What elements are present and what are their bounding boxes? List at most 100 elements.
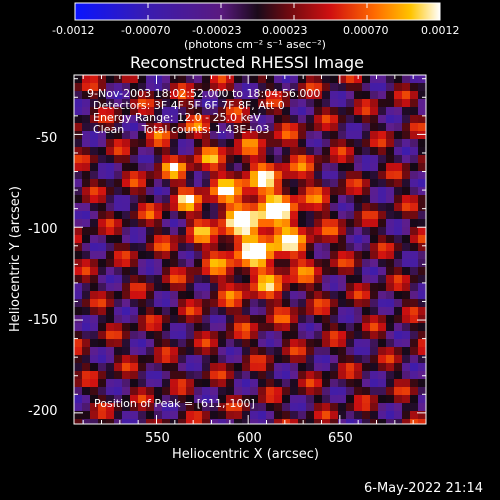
- image-pixel: [258, 275, 266, 283]
- image-pixel: [402, 259, 410, 267]
- image-pixel: [162, 315, 170, 323]
- image-pixel: [258, 115, 266, 123]
- image-pixel: [194, 115, 202, 123]
- image-pixel: [266, 363, 274, 371]
- image-pixel: [202, 155, 210, 163]
- image-pixel: [146, 347, 154, 355]
- image-pixel: [330, 419, 338, 424]
- image-pixel: [130, 323, 138, 331]
- image-pixel: [202, 115, 210, 123]
- image-pixel: [170, 411, 178, 419]
- image-pixel: [138, 115, 146, 123]
- image-pixel: [298, 259, 306, 267]
- image-pixel: [218, 323, 226, 331]
- image-pixel: [242, 227, 250, 235]
- image-pixel: [82, 299, 90, 307]
- image-pixel: [218, 419, 226, 424]
- image-pixel: [98, 163, 106, 171]
- image-pixel: [234, 387, 242, 395]
- image-pixel: [266, 403, 274, 411]
- image-pixel: [362, 219, 370, 227]
- image-pixel: [386, 395, 394, 403]
- image-pixel: [274, 91, 282, 99]
- image-pixel: [394, 187, 402, 195]
- image-pixel: [274, 115, 282, 123]
- image-pixel: [114, 219, 122, 227]
- image-pixel: [138, 387, 146, 395]
- image-pixel: [290, 387, 298, 395]
- image-pixel: [178, 91, 186, 99]
- image-pixel: [74, 179, 82, 187]
- image-pixel: [306, 179, 314, 187]
- image-pixel: [178, 355, 186, 363]
- image-pixel: [410, 387, 418, 395]
- image-pixel: [314, 243, 322, 251]
- image-pixel: [234, 91, 242, 99]
- image-pixel: [170, 187, 178, 195]
- image-pixel: [314, 219, 322, 227]
- image-pixel: [154, 307, 162, 315]
- image-pixel: [82, 107, 90, 115]
- image-pixel: [274, 187, 282, 195]
- image-pixel: [74, 99, 82, 107]
- image-pixel: [266, 307, 274, 315]
- image-pixel: [178, 323, 186, 331]
- image-pixel: [234, 307, 242, 315]
- image-pixel: [258, 379, 266, 387]
- image-pixel: [122, 139, 130, 147]
- image-pixel: [226, 259, 234, 267]
- image-pixel: [218, 283, 226, 291]
- image-pixel: [282, 203, 290, 211]
- image-pixel: [418, 275, 426, 283]
- image-pixel: [402, 75, 410, 83]
- image-pixel: [242, 267, 250, 275]
- image-pixel: [202, 323, 210, 331]
- image-pixel: [322, 75, 330, 83]
- image-pixel: [242, 339, 250, 347]
- image-pixel: [418, 315, 426, 323]
- image-pixel: [170, 219, 178, 227]
- image-pixel: [218, 235, 226, 243]
- image-pixel: [170, 155, 178, 163]
- image-pixel: [98, 235, 106, 243]
- image-pixel: [226, 91, 234, 99]
- image-pixel: [122, 235, 130, 243]
- image-pixel: [250, 379, 258, 387]
- image-pixel: [82, 75, 90, 83]
- image-pixel: [322, 419, 330, 424]
- image-pixel: [322, 99, 330, 107]
- image-pixel: [306, 379, 314, 387]
- image-pixel: [338, 123, 346, 131]
- image-pixel: [226, 283, 234, 291]
- image-pixel: [98, 283, 106, 291]
- image-pixel: [410, 139, 418, 147]
- image-pixel: [82, 323, 90, 331]
- image-pixel: [394, 347, 402, 355]
- image-pixel: [250, 171, 258, 179]
- image-pixel: [370, 155, 378, 163]
- image-pixel: [338, 163, 346, 171]
- image-pixel: [306, 155, 314, 163]
- image-pixel: [138, 171, 146, 179]
- image-pixel: [282, 195, 290, 203]
- image-pixel: [162, 299, 170, 307]
- image-pixel: [90, 155, 98, 163]
- image-pixel: [114, 387, 122, 395]
- image-pixel: [242, 115, 250, 123]
- image-pixel: [322, 395, 330, 403]
- image-pixel: [122, 387, 130, 395]
- image-pixel: [202, 267, 210, 275]
- image-pixel: [330, 179, 338, 187]
- image-pixel: [130, 83, 138, 91]
- image-pixel: [146, 243, 154, 251]
- image-pixel: [386, 219, 394, 227]
- image-pixel: [218, 251, 226, 259]
- image-pixel: [114, 187, 122, 195]
- image-pixel: [378, 163, 386, 171]
- image-pixel: [250, 83, 258, 91]
- image-pixel: [242, 347, 250, 355]
- image-pixel: [266, 339, 274, 347]
- image-pixel: [290, 131, 298, 139]
- image-pixel: [378, 139, 386, 147]
- image-pixel: [378, 267, 386, 275]
